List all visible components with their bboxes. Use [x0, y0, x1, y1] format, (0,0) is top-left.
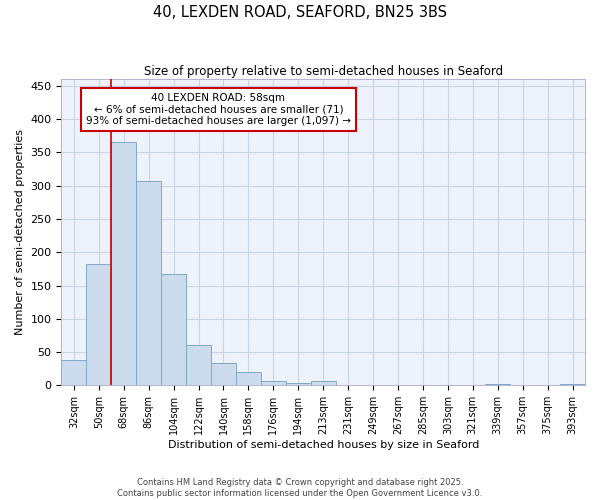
Bar	[186, 346, 211, 386]
Bar	[311, 380, 335, 386]
Text: Contains HM Land Registry data © Crown copyright and database right 2025.
Contai: Contains HM Land Registry data © Crown c…	[118, 478, 482, 498]
Bar	[86, 264, 111, 386]
Bar	[261, 380, 286, 386]
Text: 40, LEXDEN ROAD, SEAFORD, BN25 3BS: 40, LEXDEN ROAD, SEAFORD, BN25 3BS	[153, 5, 447, 20]
Bar	[61, 360, 86, 386]
Bar	[136, 181, 161, 386]
Bar	[161, 274, 186, 386]
Bar	[410, 384, 436, 386]
Text: 40 LEXDEN ROAD: 58sqm
← 6% of semi-detached houses are smaller (71)
93% of semi-: 40 LEXDEN ROAD: 58sqm ← 6% of semi-detac…	[86, 93, 351, 126]
Y-axis label: Number of semi-detached properties: Number of semi-detached properties	[15, 130, 25, 336]
Bar	[386, 384, 410, 386]
X-axis label: Distribution of semi-detached houses by size in Seaford: Distribution of semi-detached houses by …	[167, 440, 479, 450]
Bar	[361, 384, 386, 386]
Bar	[111, 142, 136, 386]
Bar	[211, 364, 236, 386]
Bar	[485, 384, 510, 386]
Bar	[286, 382, 311, 386]
Bar	[236, 372, 261, 386]
Bar	[335, 384, 361, 386]
Title: Size of property relative to semi-detached houses in Seaford: Size of property relative to semi-detach…	[143, 65, 503, 78]
Bar	[560, 384, 585, 386]
